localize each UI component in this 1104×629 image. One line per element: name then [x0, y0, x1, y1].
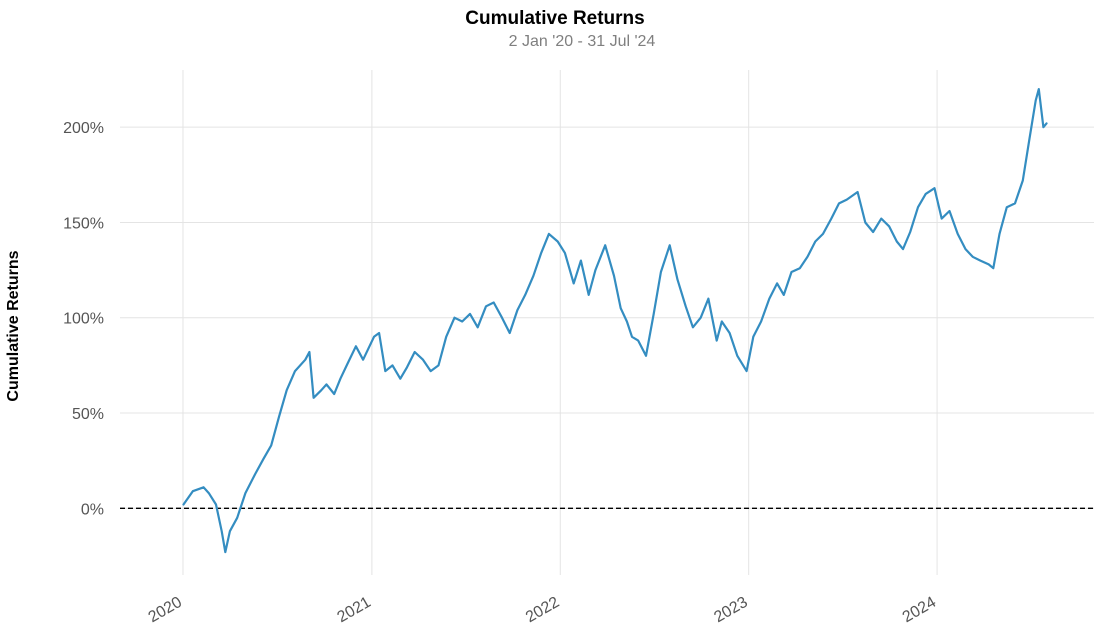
chart-subtitle: 2 Jan '20 - 31 Jul '24	[508, 33, 656, 50]
y-tick-label: 100%	[63, 311, 104, 328]
y-tick-label: 200%	[63, 120, 104, 137]
x-tick-label: 2020	[146, 594, 185, 627]
x-tick-label: 2024	[900, 594, 939, 627]
chart-title: Cumulative Returns	[465, 8, 645, 29]
cumulative-returns-line	[182, 87, 1048, 554]
x-tick-label: 2022	[523, 594, 562, 627]
y-tick-label: 0%	[81, 501, 104, 518]
x-tick-label: 2021	[335, 594, 374, 627]
x-tick-label: 2023	[711, 594, 750, 627]
y-tick-label: 50%	[72, 406, 104, 423]
y-tick-label: 150%	[63, 215, 104, 232]
